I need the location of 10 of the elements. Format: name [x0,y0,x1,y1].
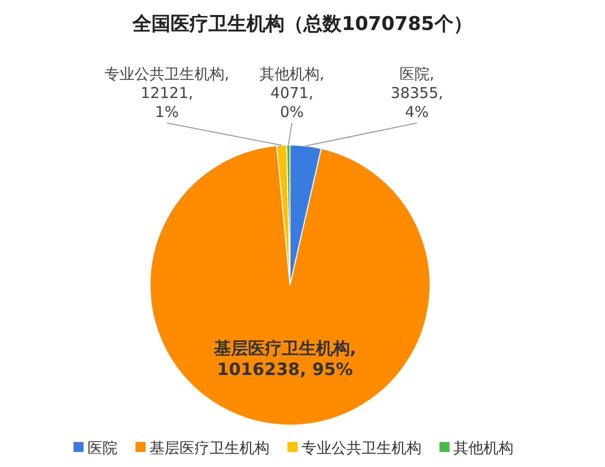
legend-label: 基层医疗卫生机构 [150,439,270,457]
data-label: 其他机构, 4071, 0% [260,65,324,121]
legend-label: 医院 [88,439,118,457]
legend-label: 专业公共卫生机构 [302,439,422,457]
pie-slice [150,145,430,426]
data-label: 医院, 38355, 4% [390,65,444,121]
legend-label: 其他机构 [454,439,514,457]
chart-title: 全国医疗卫生机构（总数1070785个） [132,13,472,35]
data-label: 基层医疗卫生机构, 1016238, 95% [212,338,356,380]
data-label: 专业公共卫生机构, 12121, 1% [104,65,230,121]
